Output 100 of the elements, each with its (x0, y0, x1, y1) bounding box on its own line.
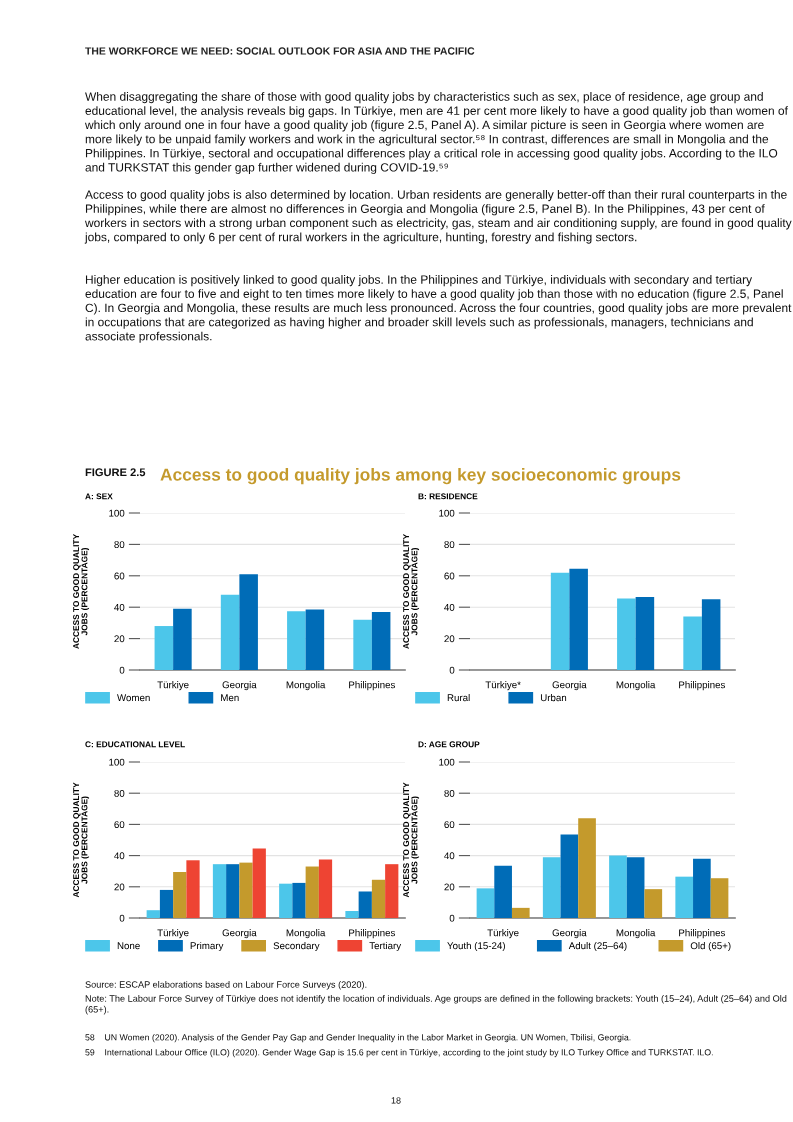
y-tick-label: 0 (119, 914, 125, 922)
y-tick-label: 100 (439, 509, 455, 517)
source-note: Source: ESCAP elaborations based on Labour Force Surveys (2020). (85, 981, 367, 990)
legend-label: Adult (25–64) (568, 941, 627, 952)
caption: FIGURE 2.5 (85, 468, 146, 477)
text: 59 International Labour Office (ILO) (2020). Gender Wage Gap is 15.6 per cent in Türkiye, according to the joint study by ILO Turkey Office and TURKSTAT. ILO. (85, 1049, 713, 1058)
text: Youth (15-24) (447, 941, 505, 952)
text: 58 UN Women (2020). Analysis of the Gender Pay Gap and Gender Inequality in the Labor Market in Georgia. UN Women, Tbilisi, Georgia. (85, 1034, 631, 1043)
x-tick-label: Georgia (222, 681, 257, 691)
text: Higher education is positively linked to good quality jobs. In the Philippines and Türkiye, individuals with secondary and tertiary education are four to five and eight to ten times more likely to have a good quality job than those with no education (figure 2.5, Panel C). In Georgia and Mongolia, these results are much less pronounced. Across the four countries, good quality jobs are more prevalent in occupations that are categorized as having higher and broader skill levels such as professionals, managers, technicians and associate professionals. (85, 275, 792, 343)
bar (710, 878, 729, 918)
y-tick-label: 0 (449, 666, 455, 674)
bar (635, 596, 655, 670)
bar (511, 907, 530, 918)
chart-title: D: AGE GROUP (418, 741, 480, 748)
bar (318, 859, 333, 918)
legend-label: Tertiary (369, 941, 402, 952)
x-tick-label: Georgia (222, 929, 257, 939)
legend-label: Old (65+) (690, 941, 731, 952)
bar (305, 609, 325, 670)
bar (578, 818, 596, 918)
bar (154, 626, 174, 670)
y-tick-label: 0 (449, 914, 455, 922)
bar (542, 857, 561, 918)
bar (212, 864, 227, 918)
x-tick-label: Philippines (349, 929, 396, 939)
y-tick-label: 60 (114, 821, 125, 829)
bar (159, 889, 174, 918)
bar (371, 611, 391, 670)
x-tick-label: Georgia (552, 929, 587, 939)
y-tick-label: 100 (109, 758, 125, 766)
bar (494, 865, 512, 918)
y-tick-label: 20 (114, 635, 125, 643)
bar (358, 891, 372, 918)
bar (345, 910, 359, 918)
chart-title: B: RESIDENCE (418, 493, 478, 500)
y-tick-label: 40 (444, 852, 455, 860)
text: When disaggregating the share of those with good quality jobs by characteristics such as sex, place of residence, age group and educational level, the analysis reveals big gaps. In Türkiye, men are 41 per cent more likely to have a good quality job than women of which only around one in four have a good quality job (figure 2.5, Panel A). A similar picture is seen in Georgia where women are more likely to be unpaid family workers and work in the agricultural sector.⁵⁸ In contrast, differences are small in Mongolia and the Philippines. In Türkiye, sectoral and occupational differences play a critical role in accessing good quality jobs. According to the ILO and TURKSTAT this gender gap further widened during COVID-19.⁵⁹ (84, 92, 788, 174)
y-tick-label: 80 (444, 789, 455, 797)
bar (560, 834, 579, 918)
chart-title: A: SEX (85, 493, 113, 500)
x-tick-label: Mongolia (616, 681, 656, 691)
bar (239, 574, 258, 670)
bar (683, 616, 702, 670)
bar (609, 855, 627, 918)
legend-label: Secondary (273, 941, 320, 952)
legend-label: Women (117, 694, 150, 702)
bar (353, 619, 372, 670)
bar (569, 568, 588, 670)
y-tick-label: 20 (444, 635, 455, 643)
y-tick-label: 40 (114, 852, 125, 860)
x-tick-label: Mongolia (286, 929, 326, 939)
y-tick-label: 40 (444, 603, 455, 611)
x-tick-label: Georgia (552, 681, 587, 691)
x-tick-label: Mongolia (616, 929, 656, 939)
y-tick-label: 80 (114, 789, 125, 797)
x-tick-label: Philippines (349, 681, 396, 691)
bar (644, 889, 663, 918)
y-tick-label: 80 (444, 541, 455, 549)
bar (220, 594, 240, 670)
y-tick-label: 100 (109, 509, 125, 517)
y-tick-label: 60 (444, 572, 455, 580)
y-tick-label: 60 (114, 572, 125, 580)
bar (287, 611, 306, 670)
y-tick-label: 20 (444, 883, 455, 891)
bar (385, 864, 399, 918)
bar (226, 864, 240, 918)
legend-label: Men (221, 694, 239, 702)
chart-title: C: EDUCATIONAL LEVEL (85, 741, 185, 748)
text: THE WORKFORCE WE NEED: SOCIAL OUTLOOK FOR ASIA AND THE PACIFIC (85, 47, 475, 55)
text: Note: The Labour Force Survey of Türkiye does not identify the location of individuals. Age groups are defined in the following brackets: Youth (15–24), Adult (25–64) and Old (65+). (85, 995, 787, 1015)
x-tick-label: Philippines (679, 681, 726, 691)
bar (550, 572, 570, 670)
text: 18 (391, 1097, 401, 1104)
bar (476, 888, 495, 918)
bar (279, 883, 293, 918)
legend-label: Urban (540, 693, 567, 702)
y-axis-title: ACCESS TO GOOD QUALITY JOBS (PERCENTAGE) (403, 534, 420, 649)
legend-label: None (117, 942, 140, 950)
y-axis-title: ACCESS TO GOOD QUALITY JOBS (PERCENTAGE) (73, 534, 90, 649)
x-tick-label: Türkiye (157, 681, 189, 691)
x-tick-label: Türkiye (487, 929, 519, 939)
text: Access to good quality jobs is also determined by location. Urban residents are generally better-off than their rural counterparts in the Philippines, while there are almost no differences in Georgia and Mongolia (figure 2.5, Panel B). In the Philippines, 43 per cent of workers in sectors with a strong urban component such as electricity, gas, steam and air conditioning supply, are found in good quality jobs, compared to only 6 per cent of rural workers in the agriculture, hunting, forestry and fishing sectors. (84, 190, 792, 244)
bar (701, 599, 721, 670)
x-tick-label: Philippines (679, 929, 726, 939)
bar (292, 882, 306, 918)
y-tick-label: 20 (114, 883, 125, 891)
x-tick-label: Mongolia (286, 681, 326, 691)
bar (146, 910, 160, 918)
bar (626, 857, 645, 918)
bar (173, 871, 187, 918)
bar (675, 876, 694, 918)
y-axis-title: ACCESS TO GOOD QUALITY JOBS (PERCENTAGE) (403, 782, 420, 898)
bar (173, 608, 192, 670)
y-tick-label: 80 (114, 541, 125, 549)
legend-label: Primary (190, 941, 224, 952)
legend-label: Rural (447, 693, 470, 702)
y-tick-label: 0 (119, 666, 125, 674)
text: Access to good quality jobs among key socioeconomic groups (160, 468, 681, 485)
bar (305, 866, 319, 918)
